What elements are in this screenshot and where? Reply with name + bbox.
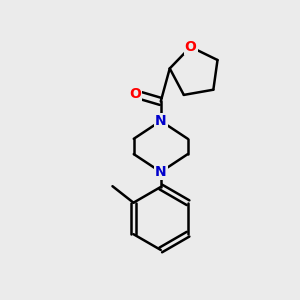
Text: N: N (155, 114, 167, 128)
Text: O: O (184, 40, 196, 54)
Text: O: O (129, 87, 141, 101)
Text: N: N (155, 165, 167, 179)
